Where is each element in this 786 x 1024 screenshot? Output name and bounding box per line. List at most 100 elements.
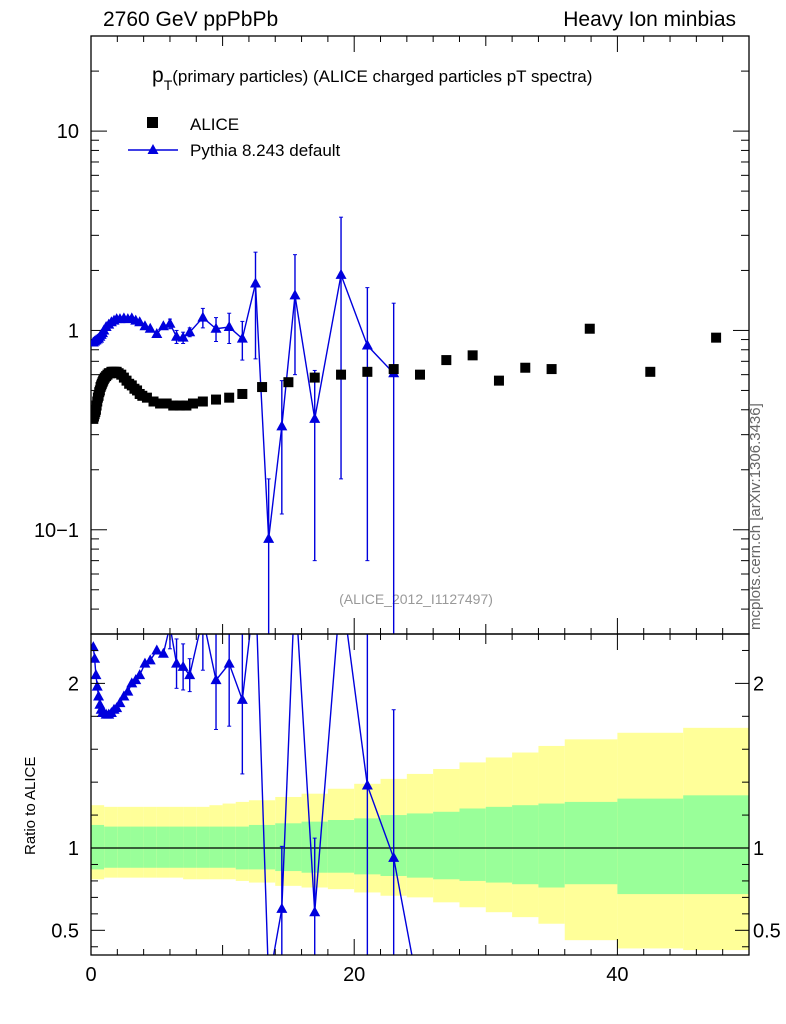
header-right: Heavy Ion minbias — [563, 8, 736, 31]
alice-point — [467, 350, 478, 361]
ratio-series — [91, 579, 419, 987]
band-inner-bin — [156, 826, 170, 868]
pythia-point — [309, 412, 321, 423]
ratio-y-tick-label-right: 2 — [753, 673, 764, 695]
band-inner-bin — [169, 826, 184, 868]
ratio-y-tick-label: 2 — [68, 673, 79, 695]
ratio-point — [250, 579, 261, 589]
ratio-point — [197, 612, 208, 622]
alice-point — [362, 366, 373, 377]
band-inner-bin — [196, 826, 210, 868]
ratio-point — [144, 654, 156, 665]
band-inner-bin — [564, 801, 618, 885]
band-inner-bin — [617, 798, 684, 895]
x-tick-label: 0 — [85, 964, 96, 986]
ratio-point — [309, 906, 321, 917]
ratio-point — [94, 698, 106, 709]
band-inner-bin — [459, 808, 486, 881]
alice-point — [141, 392, 152, 403]
alice-point — [309, 372, 320, 383]
band-inner-bin — [248, 824, 276, 870]
ratio-point — [91, 641, 99, 652]
alice-point — [336, 369, 347, 380]
legend-label-pythia: Pythia 8.243 default — [190, 141, 341, 160]
alice-point — [441, 355, 452, 366]
alice-point — [645, 366, 656, 377]
ratio-point — [177, 660, 189, 671]
ratio-point — [93, 690, 105, 701]
band-inner-bin — [406, 813, 434, 878]
pythia-point — [335, 268, 347, 279]
watermark-label: (ALICE_2012_I1127497) — [339, 591, 493, 607]
alice-point — [168, 400, 179, 411]
pythia-point — [289, 289, 301, 300]
pythia-point — [276, 420, 288, 431]
band-inner-bin — [485, 806, 513, 883]
x-tick-label: 40 — [606, 964, 628, 986]
alice-point — [283, 377, 294, 388]
ratio-y-label: Ratio to ALICE — [22, 756, 39, 855]
alice-point — [711, 332, 722, 343]
pythia-point — [171, 330, 183, 341]
ratio-point — [91, 680, 103, 691]
y-tick-label: 10−1 — [34, 520, 79, 542]
pythia-point — [197, 311, 209, 322]
band-inner-bin — [222, 826, 236, 868]
band-inner-bin — [275, 823, 302, 872]
legend-label-alice: ALICE — [190, 115, 239, 134]
alice-point — [546, 364, 557, 375]
y-tick-label: 10 — [57, 121, 79, 143]
pythia-point — [263, 532, 275, 543]
ratio-point — [184, 669, 196, 680]
pythia-point — [151, 327, 163, 338]
alice-point — [584, 323, 595, 334]
alice-point — [224, 392, 235, 403]
spectrum-series — [91, 216, 722, 634]
ratio-point — [122, 685, 134, 696]
band-inner-bin — [327, 820, 355, 873]
ratio-point — [134, 669, 146, 680]
band-inner-bin — [130, 826, 144, 868]
band-inner-bin — [104, 826, 118, 868]
pythia-point — [210, 322, 222, 333]
pythia-point — [236, 332, 248, 343]
alice-point — [493, 375, 504, 386]
alice-point — [187, 398, 198, 409]
alice-point — [237, 388, 248, 399]
ratio-point — [139, 657, 151, 668]
alice-point — [174, 400, 185, 411]
ratio-point — [263, 977, 274, 987]
spectrum-panel: 10 1 10−1 pT(primary particles) (ALICE char… — [34, 35, 750, 635]
band-inner-bin — [91, 824, 105, 870]
ratio-panel: 0.5 0.51 12 20 20 40 — [51, 579, 781, 987]
ratio-point — [223, 657, 235, 668]
alice-point — [181, 400, 192, 411]
ratio-point — [91, 652, 101, 663]
ratio-point — [114, 697, 126, 708]
alice-point — [257, 382, 268, 393]
header-left: 2760 GeV ppPbPb — [103, 8, 279, 31]
pythia-point — [250, 277, 261, 288]
ratio-y-tick-label-right: 0.5 — [753, 920, 781, 942]
band-inner-bin — [209, 826, 223, 868]
ratio-point — [236, 693, 248, 704]
ratio-point — [171, 657, 183, 668]
ratio-y-tick-label: 1 — [68, 838, 79, 860]
legend-marker-alice — [147, 117, 158, 128]
ratio-point — [91, 669, 102, 680]
y-tick-label: 1 — [68, 320, 79, 342]
band-inner-bin — [117, 826, 131, 868]
alice-point — [415, 369, 425, 380]
ratio-point — [276, 902, 288, 913]
band-inner-bin — [433, 811, 460, 880]
alice-point — [388, 364, 399, 375]
x-tick-label: 20 — [343, 964, 365, 986]
alice-point — [161, 398, 172, 409]
side-label: mcplots.cern.ch [arXiv:1306.3436] — [747, 403, 764, 630]
pythia-point — [223, 321, 235, 332]
ratio-point — [408, 957, 419, 967]
uncertainty-bands — [91, 727, 749, 951]
pythia-point — [177, 331, 189, 342]
alice-point — [211, 394, 222, 405]
